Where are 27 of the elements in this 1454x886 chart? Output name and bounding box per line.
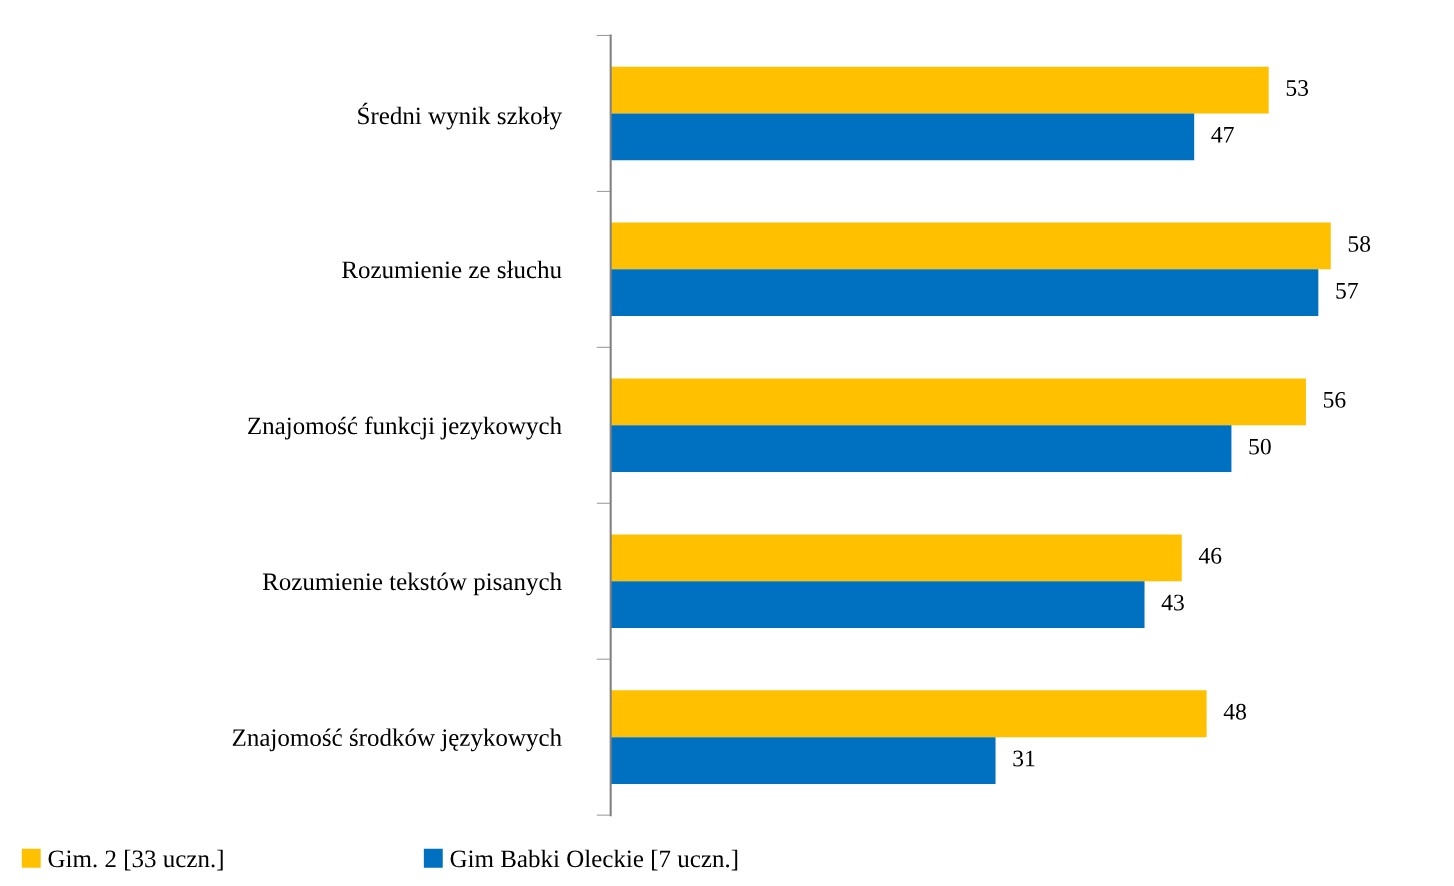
data-label: 57 [1336,282,1358,299]
data-label: 47 [1211,126,1234,143]
bar [610,534,1182,582]
data-label: 43 [1161,594,1184,611]
bar [610,222,1331,270]
data-label: 31 [1013,750,1035,767]
data-label: 48 [1223,703,1246,720]
y-tick-label: Znajomość funkcji jezykowych [248,416,562,440]
y-tick-label: Średni wynik szkoły [358,102,562,130]
y-tick-label: Rozumienie tekstów pisanych [262,572,562,596]
data-label: 58 [1348,235,1371,252]
bar [610,66,1269,114]
bar [610,737,996,784]
y-tick-label: Znajomość środków językowych [232,728,562,752]
bar [610,581,1145,628]
bar [610,113,1195,161]
bar [610,378,1306,426]
bar [610,690,1207,738]
bar [610,425,1232,473]
legend-label: Gim. 2 [33 uczn.] [48,849,223,871]
y-tick-label: Rozumienie ze słuchu [342,260,562,279]
legend-label: Gim Babki Oleckie [7 uczn.] [450,849,738,871]
data-label: 50 [1249,438,1271,455]
bar [610,269,1319,317]
data-label: 53 [1286,80,1309,96]
data-label: 46 [1198,547,1222,564]
data-label: 56 [1323,391,1346,408]
